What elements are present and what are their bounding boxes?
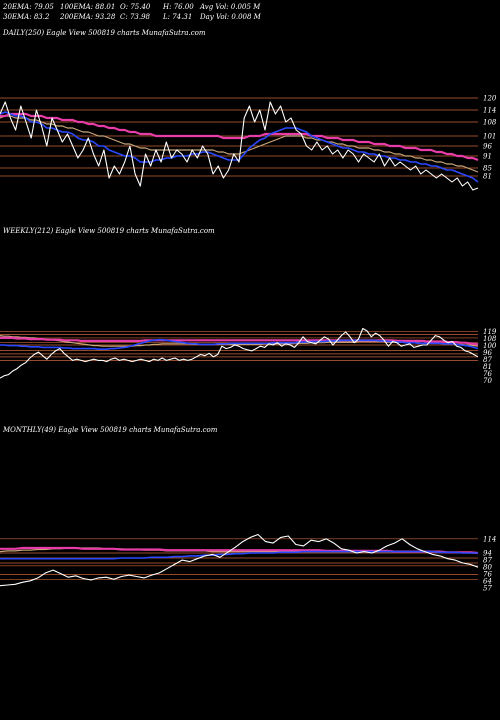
- header-low: L: 74.31: [163, 13, 193, 21]
- daily-tick-label: 85: [483, 165, 492, 173]
- daily-chart-title: DAILY(250) Eagle View 500819 charts Muna…: [3, 29, 206, 37]
- monthly-tick-label: 57: [483, 585, 492, 593]
- header-ema20: 20EMA: 79.05: [3, 3, 54, 11]
- daily-ema-tan-line: [0, 115, 479, 173]
- monthly-tick-label: 94: [483, 550, 492, 558]
- weekly-ema-blue-line: [0, 338, 479, 351]
- weekly-chart-title: WEEKLY(212) Eagle View 500819 charts Mun…: [3, 227, 215, 235]
- header-ema100: 100EMA: 88.01: [60, 3, 116, 11]
- daily-tick-label: 91: [483, 153, 492, 161]
- header-open: O: 75.40: [120, 3, 151, 11]
- weekly-tick-label: 87: [483, 356, 492, 364]
- daily-tick-label: 108: [483, 119, 497, 127]
- monthly-tick-label: 64: [483, 578, 492, 586]
- monthly-tick-label: 76: [483, 571, 492, 579]
- weekly-tick-label: 100: [483, 342, 497, 350]
- weekly-tick-label: 81: [483, 363, 492, 371]
- weekly-ema-pink-line: [0, 336, 479, 346]
- weekly-tick-label: 108: [483, 335, 497, 343]
- weekly-tick-label: 119: [483, 328, 497, 336]
- daily-tick-label: 120: [483, 95, 497, 103]
- monthly-chart-title: MONTHLY(49) Eagle View 500819 charts Mun…: [3, 426, 218, 434]
- weekly-tick-label: 76: [483, 370, 492, 378]
- daily-tick-label: 81: [483, 173, 492, 181]
- daily-ema-pink-line: [0, 112, 479, 162]
- header-ema30: 30EMA: 83.2: [3, 13, 50, 21]
- daily-tick-label: 96: [483, 143, 492, 151]
- daily-price-line: [0, 101, 479, 191]
- monthly-tick-label: 114: [483, 535, 496, 543]
- monthly-tick-label: 80: [483, 564, 492, 572]
- header-high: H: 76.00: [163, 3, 194, 11]
- weekly-tick-label: 70: [483, 377, 492, 385]
- daily-tick-label: 114: [483, 107, 496, 115]
- header-ema200: 200EMA: 93.28: [60, 13, 116, 21]
- header-day-vol: Day Vol: 0.008 M: [200, 13, 261, 21]
- daily-tick-label: 101: [483, 133, 496, 141]
- header-avg-vol: Avg Vol: 0.005 M: [200, 3, 261, 11]
- weekly-price-line: [0, 327, 479, 379]
- monthly-tick-label: 87: [483, 557, 492, 565]
- header-close: C: 73.98: [120, 13, 150, 21]
- monthly-price-line: [0, 533, 479, 587]
- monthly-ema-blue-line: [0, 550, 478, 560]
- weekly-tick-label: 96: [483, 349, 492, 357]
